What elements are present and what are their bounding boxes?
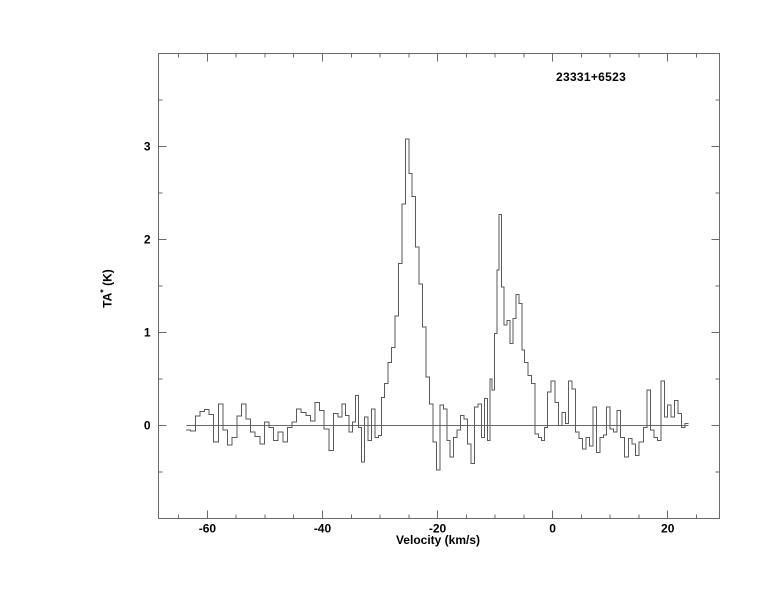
source-name-annotation: 23331+6523 [556,70,627,84]
y-axis-title-unit: (K) [100,269,115,290]
y-tick-label: 3 [144,140,151,154]
y-tick-label: 2 [144,233,151,247]
y-axis-title: TA* (K) [98,249,115,329]
x-tick-label: -20 [429,522,447,536]
x-tick-label: -40 [314,522,332,536]
y-axis-title-main: TA [100,292,115,308]
x-axis-title: Velocity (km/s) [395,533,481,547]
y-tick-label: 0 [144,419,151,433]
y-axis-title-sup: * [98,289,109,293]
y-tick-label: 1 [144,326,151,340]
x-tick-label: 20 [661,522,675,536]
x-tick-label: 0 [549,522,556,536]
x-tick-label: -60 [199,522,217,536]
spectrum-line [186,138,689,471]
